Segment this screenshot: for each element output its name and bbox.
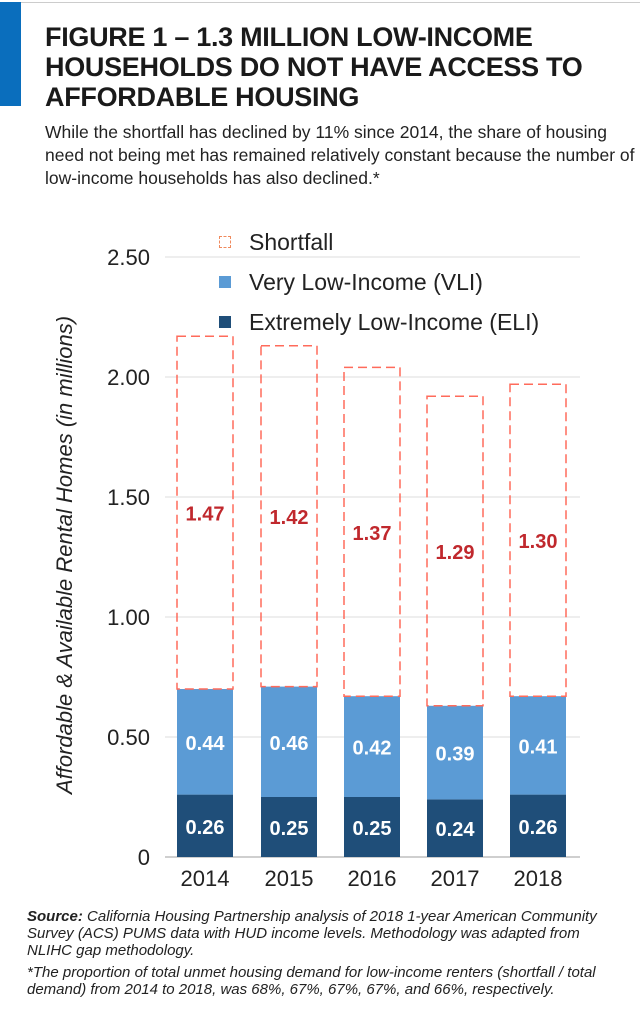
data-label: 0.39: [436, 744, 475, 766]
bar-shortfall-2016: [343, 366, 401, 697]
legend-item-eli: Extremely Low-Income (ELI): [219, 302, 539, 342]
legend-label: Shortfall: [249, 228, 334, 255]
bar-extremely-low-income-eli-2015: [261, 797, 317, 857]
x-tick-label: 2018: [514, 866, 563, 891]
y-tick-label: 2.50: [107, 245, 150, 270]
data-label: 1.47: [186, 504, 225, 526]
data-label: 0.24: [436, 819, 476, 841]
legend-item-shortfall: Shortfall: [219, 222, 539, 262]
figure-title: FIGURE 1 – 1.3 MILLION LOW-INCOME HOUSEH…: [45, 22, 583, 112]
x-tick-label: 2017: [431, 866, 480, 891]
figure-subtitle: While the shortfall has declined by 11% …: [45, 122, 635, 188]
data-label: 0.25: [270, 818, 309, 840]
data-label: 0.25: [353, 818, 392, 840]
legend-item-vli: Very Low-Income (VLI): [219, 262, 539, 302]
bar-extremely-low-income-eli-2018: [510, 794, 566, 857]
accent-bar: [0, 2, 21, 106]
data-label: 0.26: [186, 817, 225, 839]
data-label: 1.30: [519, 531, 558, 553]
bar-very-low-income-vli-2017: [427, 705, 483, 800]
data-label: 0.46: [270, 733, 309, 755]
data-label: 1.42: [270, 507, 309, 529]
legend-label: Extremely Low-Income (ELI): [249, 308, 540, 335]
y-tick-label: 2.00: [107, 365, 150, 390]
bar-shortfall-2014: [176, 335, 234, 690]
y-tick-label: 0: [138, 845, 150, 870]
y-tick-label: 1.00: [107, 605, 150, 630]
bar-extremely-low-income-eli-2017: [427, 799, 483, 857]
data-label: 1.37: [353, 523, 392, 545]
bar-shortfall-2017: [426, 395, 484, 707]
bar-shortfall-2018: [509, 383, 567, 697]
x-tick-label: 2016: [348, 866, 397, 891]
source-block: Source: California Housing Partnership a…: [27, 908, 627, 998]
top-rule: [0, 2, 640, 3]
y-tick-label: 1.50: [107, 485, 150, 510]
source-label: Source:: [27, 908, 83, 925]
bar-extremely-low-income-eli-2014: [177, 794, 233, 857]
footnote: *The proportion of total unmet housing d…: [27, 964, 596, 998]
bar-very-low-income-vli-2014: [177, 689, 233, 795]
bar-very-low-income-vli-2015: [261, 686, 317, 797]
bar-very-low-income-vli-2016: [344, 696, 400, 797]
bar-extremely-low-income-eli-2016: [344, 797, 400, 857]
data-label: 1.29: [436, 542, 475, 564]
y-axis-label: Affordable & Available Rental Homes (in …: [52, 316, 77, 796]
source-body: California Housing Partnership analysis …: [27, 908, 597, 959]
x-tick-label: 2015: [265, 866, 314, 891]
data-label: 0.26: [519, 817, 558, 839]
legend-label: Very Low-Income (VLI): [249, 268, 483, 295]
legend-swatch-vli: [219, 276, 231, 288]
source-text: Source: California Housing Partnership a…: [27, 908, 627, 959]
legend-swatch-shortfall: [219, 236, 231, 248]
bar-shortfall-2015: [260, 345, 318, 688]
data-label: 0.41: [519, 736, 558, 758]
y-tick-label: 0.50: [107, 725, 150, 750]
data-label: 0.44: [186, 733, 226, 755]
data-label: 0.42: [353, 738, 392, 760]
legend: Shortfall Very Low-Income (VLI) Extremel…: [219, 222, 539, 342]
bar-very-low-income-vli-2018: [510, 696, 566, 795]
x-tick-label: 2014: [181, 866, 230, 891]
legend-swatch-eli: [219, 316, 231, 328]
